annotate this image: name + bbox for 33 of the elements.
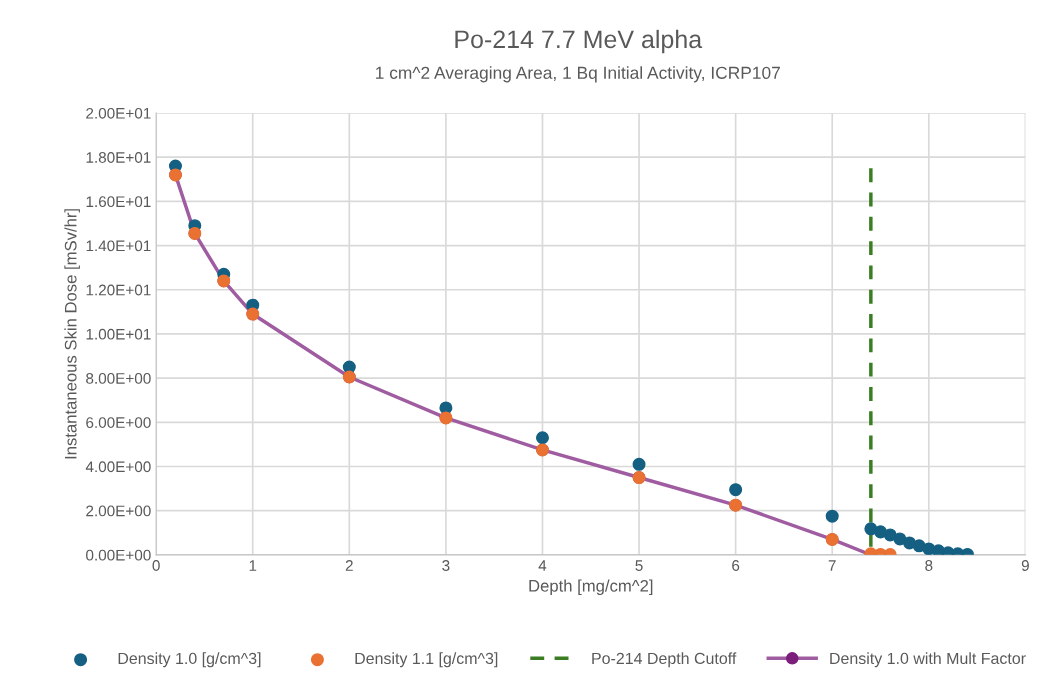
point [632,457,646,471]
chart-title: Po-214 7.7 MeV alpha [455,29,703,54]
legend-label: Po-214 Depth Cutoff [592,652,737,668]
y-tick-label: 1.20E+01 [86,284,151,296]
y-tick-label: 4.00E+00 [85,461,151,473]
y-tick-label: 8.00E+00 [86,372,151,384]
point [729,483,743,497]
x-tick-label: 9 [1021,560,1029,571]
legend-label: Density 1.1 [g/cm^3] [355,652,498,668]
y-tick-label: 1.00E+01 [86,328,151,340]
point [535,431,549,445]
x-axis-title: Depth [mg/cm^2] [529,579,653,596]
x-tick-label: 2 [345,560,353,571]
x-tick-label: 3 [442,560,450,571]
legend-label: Density 1.0 [g/cm^3] [118,652,261,668]
chart-subtitle: 1 cm^2 Averaging Area, 1 Bq Initial Activity, ICRP107 [376,66,780,83]
x-tick-label: 7 [828,560,836,571]
y-tick-label: 1.40E+01 [86,240,151,252]
y-tick-label: 2.00E+01 [86,107,151,119]
y-axis-title: Instantaneous Skin Dose [mSv/hr] [64,209,80,459]
point [825,509,839,523]
x-tick-label: 5 [635,560,643,571]
legend-label: Density 1.0 with Mult Factor [830,652,1026,668]
y-tick-label: 1.80E+01 [86,152,151,163]
x-tick-label: 6 [732,560,740,571]
x-tick-label: 0 [152,560,160,571]
y-tick-label: 2.00E+00 [86,505,151,517]
y-tick-label: 6.00E+00 [86,417,151,428]
x-tick-label: 8 [925,560,933,571]
x-tick-label: 4 [538,560,547,571]
x-tick-label: 1 [249,560,257,571]
y-tick-label: 0.00E+00 [86,549,151,561]
y-tick-label: 1.60E+01 [86,196,151,208]
